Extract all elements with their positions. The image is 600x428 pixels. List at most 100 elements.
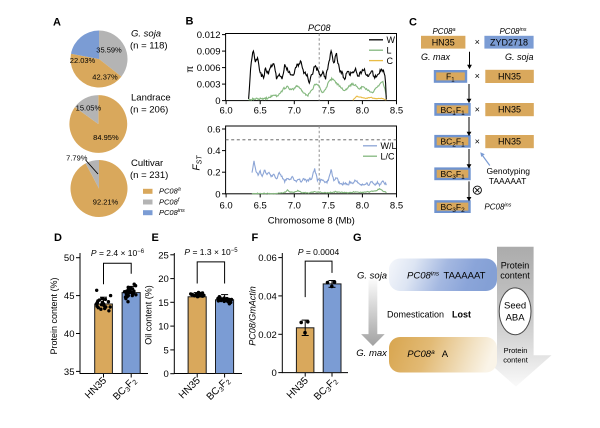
svg-text:TAAAAAT: TAAAAAT [489,176,526,186]
svg-text:L/C: L/C [381,151,396,161]
svg-text:15.05%: 15.05% [76,104,102,113]
svg-text:PC08/GmActin: PC08/GmActin [248,286,258,346]
svg-text:6.0: 6.0 [219,106,232,117]
svg-text:0: 0 [272,368,277,379]
svg-text:(n = 231): (n = 231) [130,170,168,181]
svg-text:0: 0 [164,369,169,380]
svg-text:0.012: 0.012 [197,30,221,41]
svg-text:0: 0 [215,96,220,107]
svg-text:0.2: 0.2 [207,168,220,179]
svg-text:π: π [185,66,196,73]
svg-text:PC08ins: PC08ins [484,202,511,211]
svg-text:0.02: 0.02 [258,330,277,341]
svg-text:20: 20 [158,274,169,285]
svg-text:8.0: 8.0 [356,106,369,117]
svg-text:15: 15 [158,298,169,309]
svg-text:7.5: 7.5 [322,106,335,117]
svg-text:B: B [186,16,194,28]
svg-text:P = 2.4 × 10−6: P = 2.4 × 10−6 [91,248,145,258]
svg-text:6.5: 6.5 [254,106,267,117]
svg-text:D: D [54,232,62,244]
svg-text:BC3F1: BC3F1 [440,169,465,181]
svg-text:35.59%: 35.59% [96,46,122,55]
svg-text:C: C [409,17,417,29]
svg-text:35: 35 [64,367,75,378]
svg-text:F1: F1 [446,72,455,84]
svg-text:8.5: 8.5 [390,201,403,212]
svg-text:42.37%: 42.37% [92,73,118,82]
svg-text:0.06: 0.06 [258,253,277,264]
svg-text:G: G [353,232,362,244]
svg-text:7.79%: 7.79% [66,153,88,162]
svg-text:ZYD2718: ZYD2718 [490,38,528,48]
svg-text:ABA: ABA [506,313,526,324]
svg-text:Domestication: Domestication [387,310,444,320]
svg-text:G. soja: G. soja [505,52,534,62]
svg-text:×: × [475,105,480,115]
svg-text:0.6: 0.6 [207,125,220,136]
svg-text:G. soja: G. soja [357,270,387,281]
svg-text:50: 50 [64,253,75,264]
svg-text:×: × [475,71,480,81]
svg-text:PC08ins: PC08ins [499,27,526,36]
svg-text:10: 10 [158,322,169,333]
svg-text:Protein: Protein [501,261,530,271]
svg-text:0.006: 0.006 [197,63,221,74]
svg-text:22.03%: 22.03% [70,56,96,65]
svg-text:A: A [53,17,61,29]
svg-text:PC08: PC08 [308,23,331,33]
svg-text:84.95%: 84.95% [93,133,119,142]
svg-text:6.5: 6.5 [254,201,267,212]
svg-text:0.009: 0.009 [197,47,221,58]
svg-text:W: W [387,35,396,45]
svg-text:W/L: W/L [381,141,397,151]
svg-text:7.0: 7.0 [288,201,301,212]
svg-text:×: × [475,37,480,47]
svg-text:8.5: 8.5 [390,106,403,117]
svg-text:45: 45 [64,291,75,302]
svg-text:(n = 118): (n = 118) [130,41,168,52]
svg-text:8.0: 8.0 [356,201,369,212]
svg-text:TAAAAAT: TAAAAAT [444,271,486,282]
svg-text:40: 40 [64,329,75,340]
svg-text:F: F [252,232,259,244]
svg-text:PC08a: PC08a [432,27,455,36]
svg-text:×: × [475,137,480,147]
svg-text:G. max: G. max [356,348,388,359]
svg-text:92.21%: 92.21% [93,198,119,207]
svg-text:E: E [152,232,159,244]
svg-text:Landrace: Landrace [131,93,171,104]
svg-text:Lost: Lost [452,310,471,320]
svg-text:PC08ins: PC08ins [407,271,440,282]
svg-text:content: content [503,356,529,365]
svg-text:5: 5 [164,345,169,356]
svg-text:PC08ins: PC08ins [159,208,185,217]
svg-text:HN35: HN35 [498,105,521,115]
svg-text:BC2F1: BC2F1 [440,137,465,149]
svg-text:P = 0.0004: P = 0.0004 [298,247,340,257]
svg-text:Seed: Seed [504,301,526,312]
svg-text:0.003: 0.003 [197,80,221,91]
svg-text:PC08a: PC08a [159,187,181,196]
svg-text:G. max: G. max [421,52,451,62]
svg-text:PC08f: PC08f [159,197,180,206]
svg-text:(n = 206): (n = 206) [130,105,168,116]
svg-text:HN35: HN35 [498,137,521,147]
svg-text:0: 0 [215,189,220,200]
svg-text:0.4: 0.4 [207,146,220,157]
svg-text:HN35: HN35 [432,38,455,48]
svg-text:Cultivar: Cultivar [131,158,163,169]
svg-text:Protein: Protein [504,346,528,355]
svg-text:L: L [387,45,392,55]
svg-text:G. soja: G. soja [131,29,161,40]
svg-text:25: 25 [158,250,169,261]
svg-text:6.0: 6.0 [219,201,232,212]
svg-text:Genotyping: Genotyping [487,166,531,176]
svg-text:Oil content (%): Oil content (%) [144,285,154,345]
svg-text:7.0: 7.0 [288,106,301,117]
svg-text:content: content [500,271,530,281]
svg-text:0.04: 0.04 [258,291,277,302]
svg-text:7.5: 7.5 [322,201,335,212]
svg-text:P = 1.3 × 10−5: P = 1.3 × 10−5 [184,247,238,257]
svg-text:PC08a: PC08a [407,349,435,360]
